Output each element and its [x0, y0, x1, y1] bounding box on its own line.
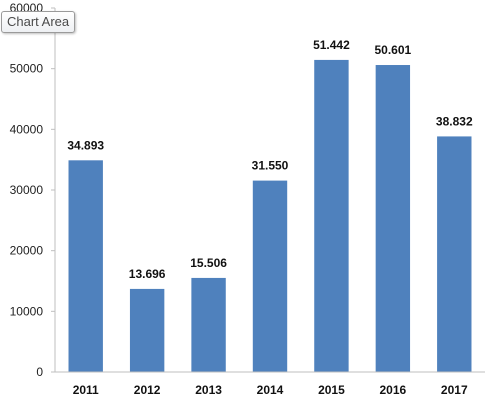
- bar-2011[interactable]: [68, 160, 103, 372]
- x-tick-label: 2011: [73, 383, 99, 397]
- data-label-2017: 38.832: [436, 114, 473, 128]
- bar-2017[interactable]: [437, 136, 472, 372]
- y-tick-label: 0: [36, 365, 43, 379]
- data-label-2015: 51.442: [313, 38, 350, 52]
- data-label-2016: 50.601: [375, 43, 412, 57]
- data-label-2013: 15.506: [190, 256, 227, 270]
- y-tick-label: 50000: [10, 62, 44, 76]
- bar-2014[interactable]: [252, 180, 288, 372]
- data-label-2011: 34.893: [67, 138, 104, 152]
- x-axis: 2011 2012 2013 2014 2015 2016 2017: [55, 371, 485, 397]
- x-tick-label: 2013: [195, 383, 222, 397]
- y-tick-label: 10000: [10, 304, 44, 318]
- bars: 34.893 13.696 15.506 31.550 51.442 50.601 38.8…: [67, 38, 473, 373]
- bar-2016[interactable]: [375, 65, 411, 372]
- bar-2013[interactable]: [191, 277, 226, 372]
- bar-2015[interactable]: [314, 59, 349, 373]
- y-tick-label: 40000: [10, 122, 44, 136]
- x-tick-label: 2016: [380, 383, 407, 397]
- y-tick-label: 20000: [10, 244, 44, 258]
- x-tick-label: 2012: [134, 383, 161, 397]
- data-label-2012: 13.696: [129, 267, 166, 281]
- x-tick-label: 2017: [441, 383, 468, 397]
- x-tick-label: 2014: [257, 383, 284, 397]
- chart-area-tooltip: Chart Area: [1, 11, 76, 33]
- bar-2012[interactable]: [129, 288, 165, 372]
- y-tick-label: 30000: [10, 183, 44, 197]
- data-label-2014: 31.550: [252, 159, 289, 173]
- x-tick-label: 2015: [318, 383, 345, 397]
